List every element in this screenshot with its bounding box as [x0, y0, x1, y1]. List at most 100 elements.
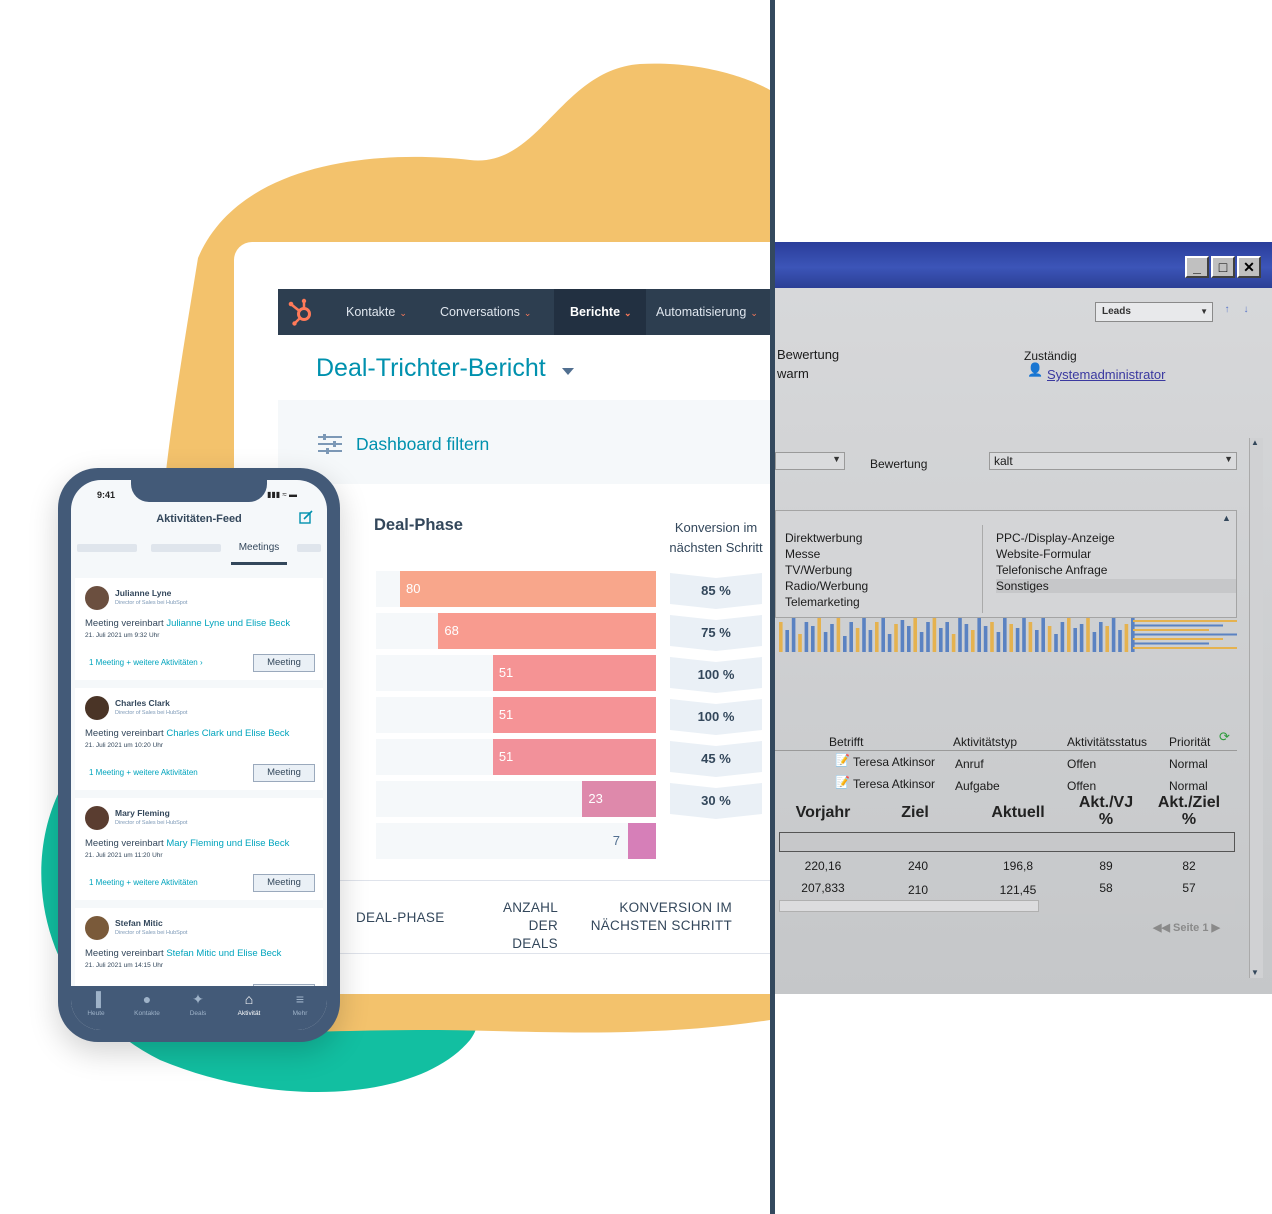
- kpi-cell: 82: [1182, 859, 1196, 873]
- spark-bar: [1003, 618, 1007, 652]
- funnel-bar[interactable]: 51: [492, 739, 656, 775]
- nav-berichte[interactable]: Berichte ⌄: [554, 289, 646, 335]
- scroll-down-icon[interactable]: ▼: [1251, 968, 1259, 977]
- contact-name[interactable]: Charles Clark: [115, 698, 170, 708]
- spark-bar: [977, 618, 981, 652]
- activity-card[interactable]: Mary Fleming Director of Sales bei HubSpo…: [75, 798, 323, 900]
- owner-link[interactable]: Systemadministrator: [1047, 367, 1166, 382]
- arrow-up-icon[interactable]: ↑: [1224, 304, 1230, 315]
- list-item[interactable]: Telefonische Anfrage: [996, 563, 1108, 577]
- more-activities-link[interactable]: 1 Meeting + weitere Aktivitäten: [89, 878, 198, 887]
- refresh-icon[interactable]: ⟳: [1219, 729, 1230, 744]
- tab-placeholder[interactable]: [297, 544, 321, 552]
- bottom-nav-aktivität[interactable]: ⌂ Aktivität: [224, 990, 274, 1017]
- th-aktivitaetsstatus[interactable]: Aktivitätsstatus: [1067, 735, 1148, 749]
- activity-contact[interactable]: Teresa Atkinsor: [853, 777, 936, 791]
- phone-mockup: 9:41 ▮▮▮ ≈ ▬ Aktivitäten-Feed Meetings J…: [58, 468, 340, 1042]
- spark-bar: [791, 618, 796, 652]
- th-prioritaet[interactable]: Priorität: [1169, 735, 1211, 749]
- horizontal-scrollbar[interactable]: [775, 898, 1235, 914]
- activity-card[interactable]: Julianne Lyne Director of Sales bei HubSp…: [75, 578, 323, 680]
- scroll-up-icon[interactable]: ▲: [1251, 438, 1259, 447]
- contact-name[interactable]: Julianne Lyne: [115, 588, 172, 598]
- activity-status: Offen: [1067, 757, 1097, 771]
- spark-bar: [1086, 618, 1090, 652]
- dashboard-filter-button[interactable]: Dashboard filtern: [356, 434, 490, 454]
- spark-bar: [1124, 624, 1129, 652]
- spark-bar: [823, 632, 828, 652]
- nav-conversations[interactable]: Conversations ⌄: [440, 305, 532, 319]
- contact-name[interactable]: Stefan Mitic: [115, 918, 163, 928]
- conversion-chevron: 100 %: [670, 699, 762, 735]
- leads-select[interactable]: Leads ▼: [1095, 302, 1213, 322]
- kpi-header: Aktuell: [991, 804, 1045, 821]
- minimize-icon[interactable]: _: [1185, 256, 1209, 278]
- scroll-up-icon[interactable]: ▲: [1222, 513, 1231, 523]
- vertical-scrollbar[interactable]: ▲ ▼: [1249, 438, 1263, 978]
- hubspot-sprocket-icon[interactable]: [286, 297, 316, 327]
- more-activities-link[interactable]: 1 Meeting + weitere Aktivitäten: [89, 768, 198, 777]
- funnel-bar[interactable]: 68: [438, 613, 656, 649]
- more-activities-link[interactable]: 1 Meeting + weitere Aktivitäten ›: [89, 658, 203, 667]
- meeting-tag[interactable]: Meeting: [253, 654, 315, 672]
- funnel-bar[interactable]: 51: [492, 697, 656, 733]
- bottom-nav-mehr[interactable]: ≡ Mehr: [275, 990, 325, 1017]
- list-item[interactable]: Telemarketing: [785, 595, 860, 609]
- th-deal-phase[interactable]: DEAL-PHASE: [356, 910, 445, 925]
- conversion-chevron: 45 %: [670, 741, 762, 777]
- th-conversion[interactable]: KONVERSION IM NÄCHSTEN SCHRITT: [590, 900, 732, 933]
- sliders-icon[interactable]: [318, 434, 342, 454]
- list-item[interactable]: PPC-/Display-Anzeige: [996, 531, 1115, 545]
- activity-line: Meeting vereinbart Charles Clark und Eli…: [85, 728, 290, 739]
- edit-icon[interactable]: [299, 510, 313, 524]
- contact-name[interactable]: Mary Fleming: [115, 808, 170, 818]
- spark-bar: [932, 618, 937, 652]
- bewertung-dropdown[interactable]: kalt ▼: [989, 452, 1237, 470]
- bottom-nav-deals[interactable]: ✦ Deals: [173, 990, 223, 1017]
- tab-placeholder[interactable]: [77, 544, 137, 552]
- list-item-selected[interactable]: Sonstiges: [996, 579, 1236, 593]
- meeting-tag[interactable]: Meeting: [253, 874, 315, 892]
- pager[interactable]: ◀◀ Seite 1 ▶: [1153, 922, 1220, 934]
- tab-meetings[interactable]: Meetings: [238, 542, 280, 553]
- funnel-value: 51: [498, 749, 514, 764]
- caret-down-icon[interactable]: [562, 368, 574, 375]
- th-aktivitaetstyp[interactable]: Aktivitätstyp: [953, 735, 1018, 749]
- page-title-row[interactable]: Deal-Trichter-Bericht: [316, 354, 574, 390]
- funnel-bar[interactable]: [628, 823, 656, 859]
- spark-bar: [881, 618, 885, 652]
- lead-source-list[interactable]: Direktwerbung Messe TV/Werbung Radio/Wer…: [775, 510, 1237, 618]
- dropdown-arrow-icon: ▼: [1200, 307, 1208, 316]
- th-betrifft[interactable]: Betrifft: [829, 735, 864, 749]
- th-deal-count[interactable]: ANZAHL DER DEALS: [502, 900, 558, 951]
- bottom-nav-kontakte[interactable]: ● Kontakte: [122, 990, 172, 1017]
- window-titlebar[interactable]: _ □ ✕: [775, 242, 1272, 288]
- nav-kontakte[interactable]: Kontakte ⌄: [346, 305, 407, 319]
- list-divider: [982, 525, 983, 613]
- list-item[interactable]: Messe: [785, 547, 821, 561]
- list-item[interactable]: Direktwerbung: [785, 531, 863, 545]
- maximize-icon[interactable]: □: [1211, 256, 1235, 278]
- bottom-nav-heute[interactable]: ▐ Heute: [71, 990, 121, 1017]
- spark-bar: [811, 626, 815, 652]
- funnel-bar[interactable]: 23: [582, 781, 656, 817]
- tab-placeholder[interactable]: [151, 544, 221, 552]
- left-dropdown[interactable]: ▼: [775, 452, 845, 470]
- spark-bar: [875, 622, 879, 652]
- kpi-cell: 210: [907, 883, 929, 897]
- zustaendig-label: Zuständig: [1024, 349, 1077, 363]
- activity-card[interactable]: Charles Clark Director of Sales bei HubSp…: [75, 688, 323, 790]
- list-item[interactable]: Website-Formular: [996, 547, 1092, 561]
- funnel-bar[interactable]: 80: [400, 571, 656, 607]
- meeting-tag[interactable]: Meeting: [253, 764, 315, 782]
- nav-automatisierung[interactable]: Automatisierung ⌄: [656, 305, 758, 319]
- activity-date: 21. Juli 2021 um 11:20 Uhr: [85, 852, 163, 859]
- funnel-bar[interactable]: 51: [492, 655, 656, 691]
- kpi-filter-row[interactable]: [779, 832, 1235, 852]
- scroll-thumb[interactable]: [779, 900, 1039, 912]
- list-item[interactable]: Radio/Werbung: [785, 579, 869, 593]
- list-item[interactable]: TV/Werbung: [785, 563, 853, 577]
- close-icon[interactable]: ✕: [1237, 256, 1261, 278]
- activity-contact[interactable]: Teresa Atkinsor: [853, 755, 936, 769]
- arrow-down-icon[interactable]: ↓: [1243, 304, 1249, 315]
